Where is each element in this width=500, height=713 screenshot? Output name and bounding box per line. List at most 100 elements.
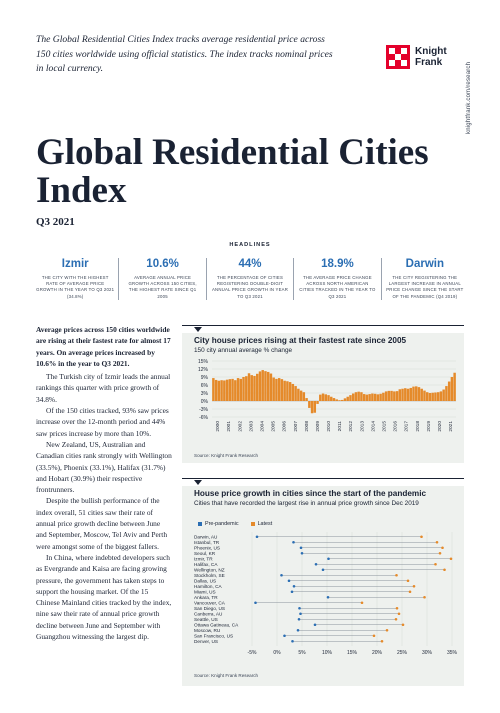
y-tick-label: 9% [201, 375, 209, 381]
bar [351, 393, 355, 401]
latest-dot [372, 634, 376, 638]
city-label: San Diego, US [194, 606, 225, 611]
bar [431, 392, 434, 401]
bar [256, 373, 259, 401]
headlines-row: Izmir The city with the highest rate of … [32, 258, 468, 300]
latest-dot [401, 623, 405, 627]
latest-dot [394, 617, 398, 621]
pre-pandemic-dot [327, 557, 330, 561]
bar [450, 377, 454, 401]
bar [428, 393, 432, 401]
bar [368, 394, 371, 401]
x-tick-label: 2015 [382, 421, 388, 432]
quarter-label: Q3 2021 [36, 216, 75, 228]
x-tick-label: 2001 [226, 421, 232, 432]
headline-desc: The percentage of cities registering dou… [211, 275, 289, 299]
city-label: Denver, US [194, 639, 218, 644]
headline-desc: The city with the highest rate of averag… [36, 275, 115, 299]
bar [382, 392, 385, 401]
bar [354, 392, 358, 401]
lead-paragraph: Average prices across 150 cities worldwi… [36, 325, 171, 368]
chart1-source: Source: Knight Frank Research [194, 453, 259, 458]
x-tick-label: 2009 [315, 421, 321, 432]
bar [239, 378, 243, 401]
city-label: Seoul, KR [194, 551, 216, 556]
bar [439, 391, 443, 401]
bar [384, 391, 388, 401]
side-url[interactable]: knightfrank.com/research [466, 61, 472, 134]
bar [357, 391, 360, 401]
bar [220, 380, 223, 401]
pre-pandemic-dot [297, 617, 301, 621]
city-label: Vancouver, CA [194, 600, 226, 605]
pre-pandemic-dot [283, 634, 286, 638]
latest-dot [406, 579, 410, 583]
x-tick-label: 25% [397, 650, 408, 656]
headline-item: 10.6% Average annual price growth across… [118, 258, 205, 300]
body-paragraph: Of the 150 cities tracked, 93% saw price… [36, 406, 169, 438]
knight-frank-logo[interactable]: Knight Frank [386, 40, 464, 74]
bar [212, 378, 215, 401]
bar [234, 380, 237, 401]
bar [341, 399, 344, 401]
body-paragraph: New Zealand, US, Australian and Canadian… [36, 439, 172, 495]
city-label: Moscow, RU [194, 628, 221, 633]
bar [283, 380, 286, 401]
intro-text: The Global Residential Cities Index trac… [36, 34, 333, 74]
bar [316, 401, 319, 404]
bar [398, 389, 402, 401]
city-label: Wellington, NZ [194, 567, 225, 572]
body-paragraph: The Turkish city of Izmir leads the annu… [36, 372, 171, 404]
pre-pandemic-dot [321, 568, 325, 572]
pre-pandemic-dot [300, 551, 304, 555]
bar [420, 388, 423, 401]
bar [324, 394, 327, 401]
y-tick-label: 12% [198, 367, 209, 373]
bar [236, 378, 240, 401]
chart1-title: City house prices rising at their fastes… [194, 336, 407, 345]
headline-desc: The average price change across North Am… [299, 275, 376, 299]
bar [343, 398, 347, 401]
legend-item-latest: Latest [250, 521, 272, 527]
chart1-rule [182, 325, 464, 326]
headline-value: 18.9% [321, 258, 354, 270]
y-tick-label: -3% [199, 407, 208, 413]
pre-pandemic-dot [292, 584, 296, 588]
city-label: Phoenix, US [194, 545, 220, 550]
latest-dot [449, 557, 453, 561]
latest-dot [385, 628, 389, 632]
bar [447, 381, 451, 401]
pre-pandemic-dot [287, 579, 291, 583]
city-label: Stockholm, SE [194, 573, 225, 578]
latest-dot [423, 595, 426, 599]
bar [423, 390, 426, 401]
bar [330, 396, 333, 401]
x-tick-label: 2012 [348, 421, 354, 432]
bar [280, 379, 284, 401]
bar [409, 387, 412, 401]
city-label: Izmir, TR [194, 556, 213, 561]
chart2-legend: Pre-pandemic Latest [198, 521, 272, 527]
x-tick-label: 2007 [293, 421, 299, 432]
pre-pandemic-dot [280, 573, 283, 577]
city-label: Halifax, CA [194, 562, 218, 567]
bar [217, 380, 221, 401]
bar [245, 376, 248, 401]
chart1-plot: 15% 12% 9% 6% 3% 0% -3% -6% 2000 2001 2002 2003 2004… [198, 359, 456, 432]
pre-pandemic-dot [296, 628, 300, 632]
bar [266, 371, 270, 401]
chart1-marker-icon [194, 327, 202, 332]
bar [404, 388, 407, 401]
chart1-subtitle: 150 city annual average % change [194, 347, 293, 354]
city-label: San Francisco, US [194, 633, 233, 638]
city-label: Seattle, US [194, 617, 218, 622]
legend-item-pre-pandemic: Pre-pandemic [198, 521, 239, 527]
x-tick-label: 2017 [404, 421, 410, 432]
x-tick-label: 20% [372, 650, 383, 656]
city-label: Miami, US [194, 589, 216, 594]
bar [308, 401, 311, 408]
city-label: Darwin, AU [194, 534, 218, 539]
bar [310, 401, 314, 414]
x-tick-label: 2014 [370, 421, 376, 432]
pre-pandemic-dot [254, 601, 257, 605]
